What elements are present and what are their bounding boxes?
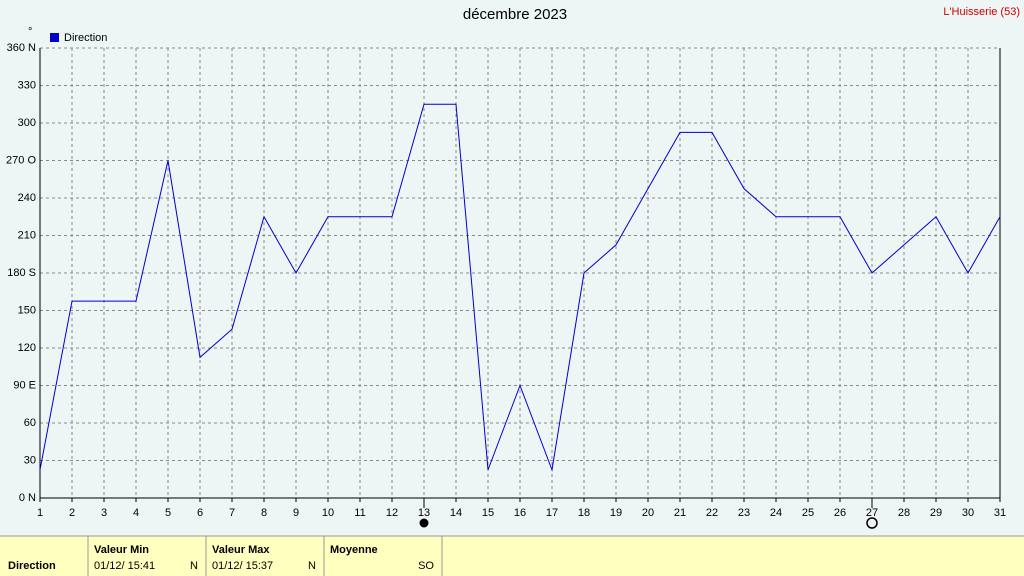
x-tick-label: 16 (514, 507, 526, 519)
x-tick-label: 1 (37, 507, 43, 519)
full-moon (419, 518, 429, 528)
y-tick-label: 30 (24, 454, 36, 466)
y-tick-label: 0 N (19, 492, 36, 504)
cell-date: 01/12/ 15:41 (94, 560, 155, 572)
x-tick-label: 14 (450, 507, 462, 519)
column-header: Moyenne (330, 544, 378, 556)
new-moon (866, 517, 878, 529)
x-tick-label: 8 (261, 507, 267, 519)
x-tick-label: 7 (229, 507, 235, 519)
x-tick-label: 13 (418, 507, 430, 519)
x-tick-label: 9 (293, 507, 299, 519)
x-tick-label: 28 (898, 507, 910, 519)
column-header: Valeur Max (212, 544, 270, 556)
x-tick-label: 20 (642, 507, 654, 519)
x-tick-label: 18 (578, 507, 590, 519)
cell-value: SO (418, 560, 434, 572)
y-tick-label: 240 (18, 192, 36, 204)
x-tick-label: 2 (69, 507, 75, 519)
x-tick-label: 15 (482, 507, 494, 519)
column-header: Valeur Min (94, 544, 149, 556)
table-background (0, 536, 1024, 576)
x-tick-label: 17 (546, 507, 558, 519)
cell-value: N (190, 560, 198, 572)
legend-label: Direction (64, 32, 107, 44)
y-tick-label: 360 N (7, 42, 36, 54)
y-tick-label: 90 E (13, 379, 36, 391)
x-tick-label: 25 (802, 507, 814, 519)
x-tick-label: 29 (930, 507, 942, 519)
x-tick-label: 22 (706, 507, 718, 519)
data-line (39, 103, 1001, 472)
y-tick-label: 270 O (6, 154, 36, 166)
summary-table: Direction Valeur Min 01/12/ 15:41 N Vale… (0, 535, 1024, 576)
x-tick-label: 12 (386, 507, 398, 519)
x-tick-label: 30 (962, 507, 974, 519)
x-tick-label: 24 (770, 507, 782, 519)
cell-date: 01/12/ 15:37 (212, 560, 273, 572)
x-tick-label: 11 (354, 507, 365, 519)
x-tick-label: 5 (165, 507, 171, 519)
y-tick-label: 330 (18, 79, 36, 91)
y-tick-label: 60 (24, 417, 36, 429)
legend-swatch (50, 33, 59, 42)
x-tick-label: 27 (866, 507, 878, 519)
row-label: Direction (8, 560, 56, 572)
station-name: L'Huisserie (53) (943, 6, 1020, 18)
x-tick-label: 31 (994, 507, 1006, 519)
x-tick-label: 6 (197, 507, 203, 519)
chart-title: décembre 2023 (463, 6, 567, 23)
cell-value: N (308, 560, 316, 572)
y-axis-label: ° (28, 26, 32, 38)
y-tick-label: 180 S (7, 267, 36, 279)
x-tick-label: 4 (133, 507, 139, 519)
x-tick-label: 10 (322, 507, 334, 519)
y-tick-label: 120 (18, 342, 36, 354)
x-tick-label: 3 (101, 507, 107, 519)
y-tick-label: 210 (18, 229, 36, 241)
x-tick-label: 19 (610, 507, 622, 519)
x-tick-label: 21 (674, 507, 686, 519)
y-tick-label: 150 (18, 304, 36, 316)
x-tick-label: 23 (738, 507, 750, 519)
x-tick-label: 26 (834, 507, 846, 519)
y-tick-label: 300 (18, 117, 36, 129)
